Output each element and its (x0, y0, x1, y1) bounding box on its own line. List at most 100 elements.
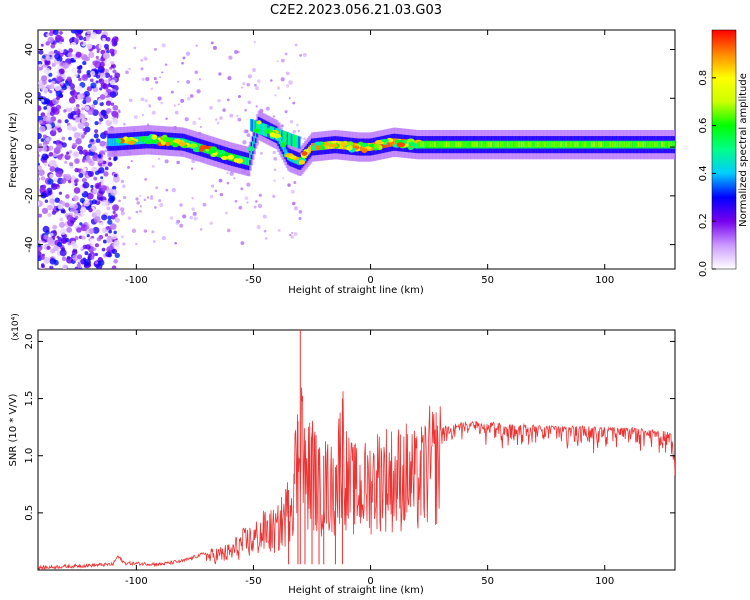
heatmap-ridge-line (656, 141, 659, 148)
heatmap-noise-cell (84, 121, 90, 127)
heatmap-noise-cell (83, 131, 87, 135)
heatmap-noise-cell (100, 185, 107, 192)
heatmap-noise-cell (40, 263, 45, 267)
heatmap-ridge-line (478, 141, 481, 148)
heatmap-noise-cell (161, 235, 166, 241)
heatmap-noise-cell (110, 63, 116, 69)
heatmap-noise-cell (76, 93, 84, 101)
heatmap-noise-cell (164, 63, 168, 66)
heatmap-noise-cell (41, 99, 45, 103)
heatmap-noise-cell (122, 242, 126, 246)
heatmap-ridge-line (571, 141, 574, 148)
heatmap-noise-cell (57, 119, 62, 124)
heatmap-ridge-line (429, 141, 432, 148)
heatmap-noise-cell (74, 117, 81, 123)
heatmap-ridge-line (642, 141, 645, 148)
heatmap-noise-cell (53, 140, 57, 144)
snr-y-tick-label: 0.5 (24, 505, 35, 521)
heatmap-noise-cell (226, 171, 229, 175)
heatmap-noise-cell (274, 94, 277, 97)
heatmap-ridge-core (462, 140, 466, 149)
spectrogram-x-label: Height of straight line (km) (288, 285, 424, 296)
heatmap-noise-cell (180, 98, 185, 103)
heatmap-branch (292, 134, 295, 147)
heatmap-noise-cell (100, 73, 106, 79)
heatmap-noise-cell (135, 210, 139, 214)
heatmap-noise-cell (292, 201, 296, 206)
heatmap-noise-cell (218, 72, 222, 76)
heatmap-noise-cell (79, 246, 83, 250)
heatmap-noise-cell (136, 201, 140, 205)
heatmap-peak (298, 159, 306, 165)
spectrogram-x-tick-label: -50 (245, 275, 261, 286)
heatmap-noise-cell (80, 206, 87, 213)
heatmap-noise-cell (111, 248, 118, 255)
heatmap-ridge-core (222, 150, 226, 159)
heatmap-ridge-core (561, 140, 564, 149)
heatmap-noise-cell (91, 199, 97, 205)
heatmap-noise-cell (82, 60, 87, 66)
heatmap-ridge-line (653, 141, 656, 148)
heatmap-noise-cell (96, 50, 100, 54)
heatmap-ridge-line (539, 141, 542, 148)
heatmap-noise-cell (105, 251, 112, 258)
heatmap-branch (258, 122, 262, 135)
heatmap-ridge-core (659, 140, 663, 149)
heatmap-noise-cell (78, 238, 83, 242)
heatmap-noise-cell (174, 110, 179, 115)
heatmap-noise-cell (102, 52, 110, 60)
heatmap-ridge-line (518, 141, 521, 148)
heatmap-noise-cell (81, 74, 89, 82)
heatmap-noise-cell (70, 165, 74, 169)
heatmap-ridge-line (450, 141, 453, 148)
heatmap-noise-cell (135, 197, 139, 201)
heatmap-noise-cell (127, 216, 132, 220)
heatmap-noise-cell (106, 236, 113, 244)
heatmap-noise-cell (49, 258, 57, 265)
heatmap-noise-cell (143, 198, 147, 201)
heatmap-noise-cell (64, 202, 70, 208)
heatmap-peak (346, 141, 354, 146)
heatmap-noise-cell (52, 30, 59, 36)
heatmap-noise-cell (78, 77, 82, 82)
heatmap-noise-cell (41, 153, 49, 161)
heatmap-noise-cell (298, 209, 303, 214)
heatmap-noise-cell (256, 224, 261, 230)
heatmap-ridge-line (621, 141, 624, 148)
heatmap-peak (280, 142, 287, 148)
heatmap-noise-cell (128, 98, 133, 103)
heatmap-ridge-line (546, 141, 549, 148)
heatmap-ridge-core (666, 140, 670, 149)
heatmap-ridge-line (646, 141, 649, 148)
colorbar-tick-label: 0.0 (698, 261, 709, 277)
heatmap-noise-cell (66, 124, 73, 131)
heatmap-ridge-line (520, 141, 523, 148)
heatmap-noise-cell (106, 206, 111, 211)
heatmap-noise-cell (74, 73, 79, 78)
heatmap-ridge-core (233, 154, 237, 162)
heatmap-noise-cell (53, 49, 58, 54)
heatmap-ridge-line (541, 141, 544, 148)
heatmap-ridge-line (431, 141, 434, 148)
heatmap-peak (361, 147, 368, 153)
heatmap-noise-cell (189, 215, 193, 220)
heatmap-noise-cell (86, 30, 92, 35)
heatmap-noise-cell (49, 198, 56, 205)
snr-y-tick-label: 1.5 (24, 391, 35, 407)
heatmap-peak (289, 155, 297, 159)
heatmap-ridge-core (381, 140, 384, 149)
heatmap-noise-cell (234, 50, 239, 54)
heatmap-ridge-core (108, 138, 112, 147)
heatmap-noise-cell (77, 254, 83, 260)
heatmap-noise-cell (49, 166, 56, 172)
heatmap-ridge-core (483, 140, 487, 149)
heatmap-noise-cell (98, 43, 105, 50)
heatmap-noise-cell (114, 217, 120, 223)
heatmap-noise-cell (47, 178, 54, 185)
heatmap-noise-cell (55, 183, 60, 187)
heatmap-noise-cell (104, 149, 108, 153)
heatmap-ridge-line (581, 141, 584, 148)
heatmap-noise-cell (216, 121, 220, 125)
heatmap-peak (151, 139, 159, 144)
heatmap-ridge-line (576, 141, 579, 148)
